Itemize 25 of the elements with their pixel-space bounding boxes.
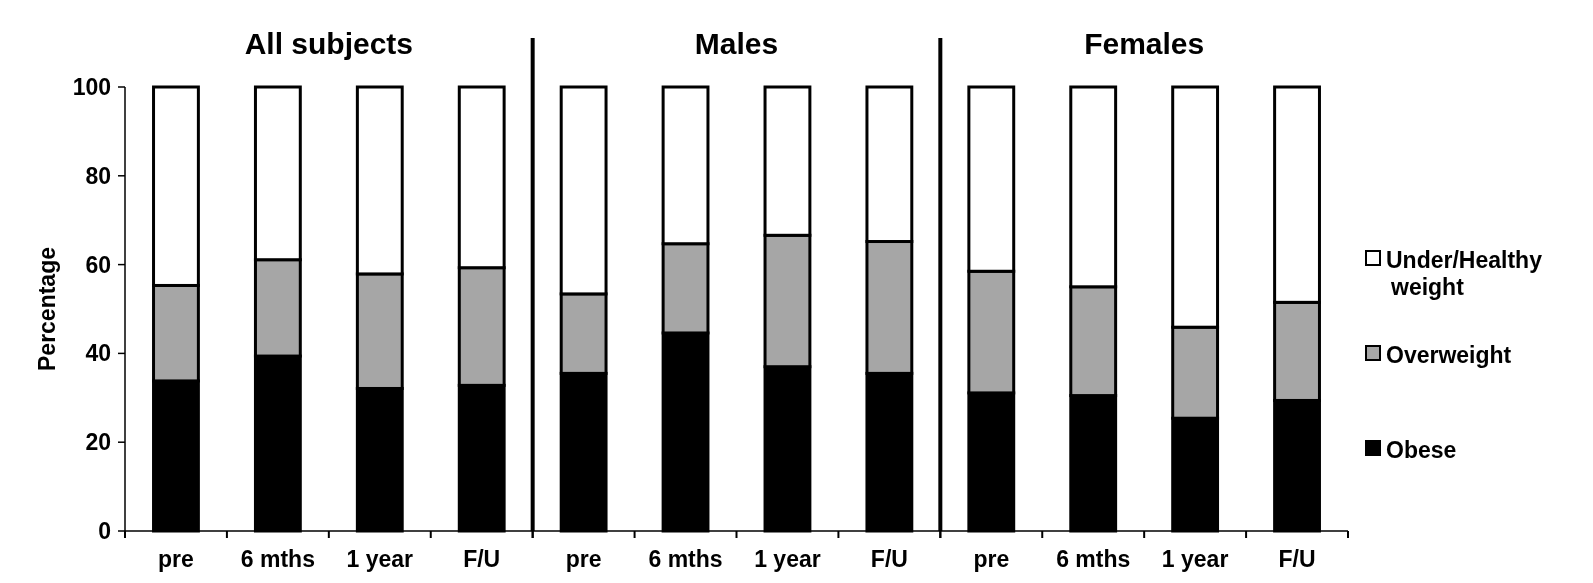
y-tick-label: 0 xyxy=(98,518,111,545)
x-tick-label: pre xyxy=(565,546,602,572)
x-tick-label: 1 year xyxy=(1161,546,1229,572)
y-tick-label: 100 xyxy=(72,74,111,101)
x-tick-label: 1 year xyxy=(754,546,821,572)
x-tick-label: pre xyxy=(158,546,194,572)
y-tick-label: 20 xyxy=(85,429,111,456)
x-tick-label: F/U xyxy=(1278,546,1316,572)
x-tick-label: 6 mths xyxy=(240,546,315,572)
x-tick-label: pre xyxy=(973,546,1010,572)
chart-title: Males xyxy=(694,27,779,60)
chart-title: Females xyxy=(1084,27,1205,60)
x-tick-label: 6 mths xyxy=(1056,546,1131,572)
legend-label: Under/Healthy weight xyxy=(1386,247,1543,300)
legend-label: Overweight xyxy=(1386,342,1512,369)
legend-label: Obese xyxy=(1386,437,1457,464)
y-tick-label: 80 xyxy=(85,162,111,189)
y-tick-label: 60 xyxy=(85,251,111,278)
x-tick-label: F/U xyxy=(870,546,908,572)
chart-title: All subjects xyxy=(244,27,414,60)
x-tick-label: F/U xyxy=(463,546,501,572)
x-tick-label: 1 year xyxy=(346,546,414,572)
x-tick-label: 6 mths xyxy=(648,546,723,572)
y-axis-title: Percentage xyxy=(34,246,60,372)
y-tick-label: 40 xyxy=(85,340,111,367)
